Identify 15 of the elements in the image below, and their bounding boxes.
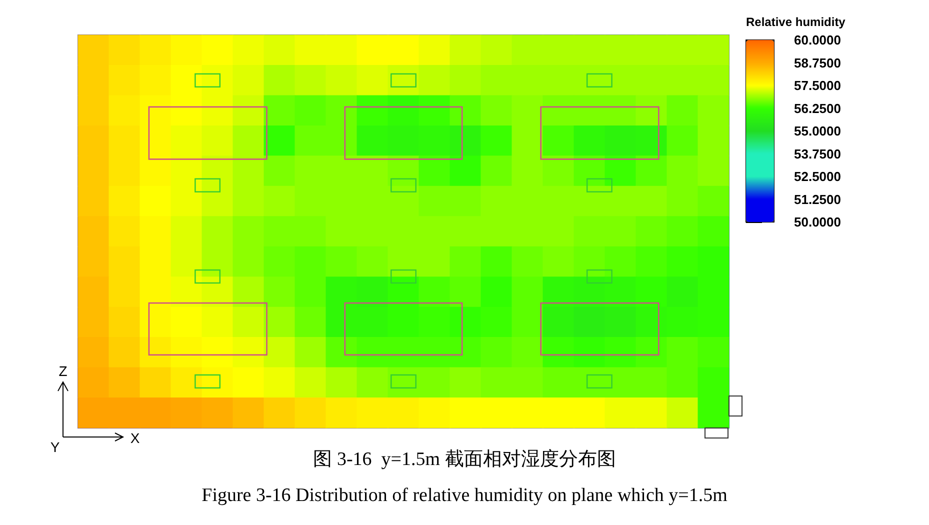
text: 图 3-16 y=1.5m 截面相对湿度分布图 bbox=[313, 448, 616, 470]
color-bar-label: 50.0000 bbox=[794, 214, 841, 230]
color-bar-label: 53.7500 bbox=[794, 146, 841, 162]
color-bar-label: 56.2500 bbox=[794, 100, 841, 116]
y-axis-title: Z bbox=[58, 363, 68, 379]
text: Y bbox=[50, 439, 60, 455]
color-bar-title: Relative humidity bbox=[746, 15, 846, 29]
color-bar-label: 58.7500 bbox=[794, 55, 841, 70]
text: Figure 3-16 Distribution of relative humidity on plane which y=1.5m bbox=[202, 485, 728, 506]
color-bar-label: 52.5000 bbox=[794, 169, 841, 184]
x-axis-title: X bbox=[130, 430, 140, 446]
color-bar-label: 60.0000 bbox=[794, 32, 841, 48]
color-bar-label: 57.5000 bbox=[794, 78, 841, 93]
color-bar-label: 55.0000 bbox=[794, 124, 841, 138]
color-bar-label: 51.2500 bbox=[794, 192, 841, 207]
